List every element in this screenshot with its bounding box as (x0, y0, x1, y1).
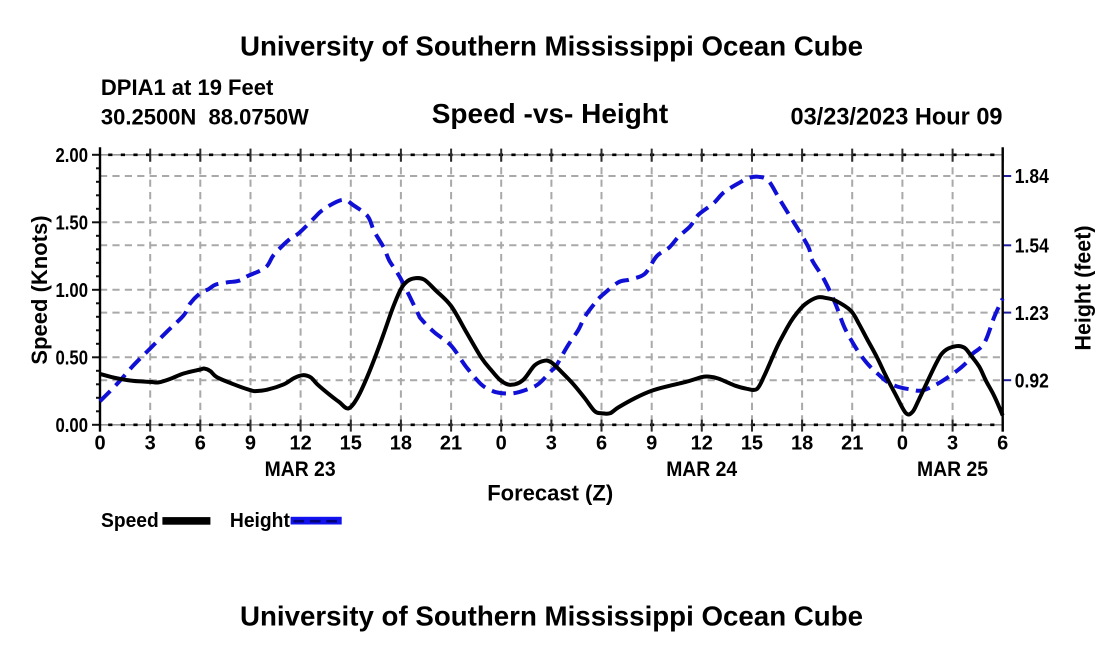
svg-text:03/23/2023 Hour 09: 03/23/2023 Hour 09 (791, 104, 1003, 131)
svg-text:21: 21 (841, 432, 863, 454)
svg-text:6: 6 (596, 432, 607, 454)
svg-text:6: 6 (997, 432, 1008, 454)
svg-text:0.92: 0.92 (1015, 370, 1049, 392)
svg-text:0.50: 0.50 (56, 348, 89, 370)
svg-text:3: 3 (546, 432, 557, 454)
svg-text:University of Southern Mississ: University of Southern Mississippi Ocean… (240, 601, 863, 632)
svg-text:15: 15 (340, 432, 362, 454)
svg-text:1.23: 1.23 (1015, 303, 1049, 325)
svg-text:0: 0 (897, 432, 908, 454)
svg-text:12: 12 (289, 432, 311, 454)
svg-text:3: 3 (947, 432, 958, 454)
svg-text:18: 18 (791, 432, 813, 454)
svg-text:9: 9 (646, 432, 657, 454)
svg-text:Speed: Speed (101, 510, 159, 532)
svg-text:Speed -vs- Height: Speed -vs- Height (432, 98, 668, 129)
svg-text:University of Southern Mississ: University of Southern Mississippi Ocean… (240, 30, 863, 61)
svg-text:3: 3 (145, 432, 156, 454)
svg-text:1.00: 1.00 (56, 280, 89, 302)
svg-text:1.54: 1.54 (1015, 236, 1050, 258)
svg-text:MAR 23: MAR 23 (265, 458, 336, 481)
svg-text:1.84: 1.84 (1015, 166, 1050, 188)
svg-text:0.00: 0.00 (56, 415, 89, 437)
svg-text:Height (feet): Height (feet) (1071, 226, 1096, 351)
svg-text:18: 18 (390, 432, 412, 454)
svg-text:Height: Height (230, 510, 290, 532)
svg-text:DPIA1 at 19 Feet: DPIA1 at 19 Feet (101, 75, 274, 100)
svg-text:12: 12 (691, 432, 713, 454)
svg-text:15: 15 (741, 432, 763, 454)
svg-text:6: 6 (195, 432, 206, 454)
svg-text:0: 0 (496, 432, 507, 454)
svg-text:MAR 24: MAR 24 (666, 458, 737, 481)
svg-text:MAR 25: MAR 25 (917, 458, 988, 481)
svg-text:1.50: 1.50 (56, 213, 89, 235)
svg-text:9: 9 (245, 432, 256, 454)
svg-text:Forecast (Z): Forecast (Z) (487, 481, 613, 506)
svg-text:2.00: 2.00 (56, 145, 89, 167)
svg-text:30.2500N 88.0750W: 30.2500N 88.0750W (101, 105, 309, 130)
svg-text:0: 0 (94, 432, 105, 454)
svg-text:21: 21 (440, 432, 462, 454)
svg-text:Speed (Knots): Speed (Knots) (27, 215, 52, 364)
